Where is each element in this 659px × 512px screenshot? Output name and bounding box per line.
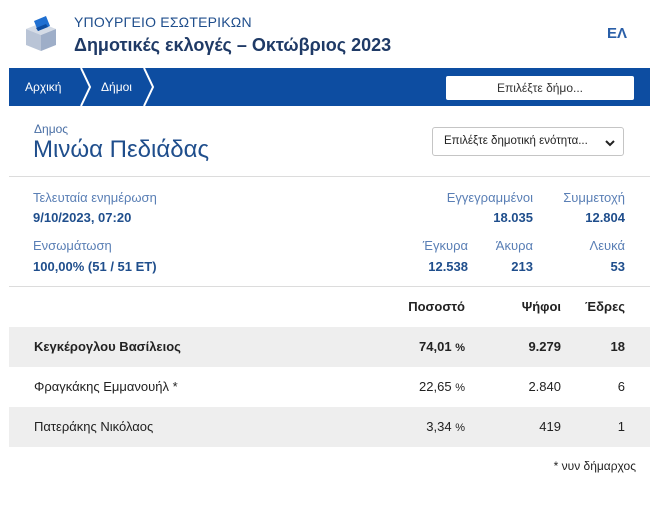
candidate-percent: 22,65 %: [419, 379, 465, 394]
candidate-seats: 6: [617, 379, 625, 394]
valid-label: Έγκυρα: [422, 238, 468, 253]
municipal-unit-select[interactable]: Επιλέξτε δημοτική ενότητα...: [432, 127, 624, 156]
turnout-value: 12.804: [585, 210, 625, 225]
election-title: Δημοτικές εκλογές – Οκτώβριος 2023: [74, 35, 392, 55]
blank-label: Λευκά: [589, 238, 625, 253]
municipal-unit-select-value: Επιλέξτε δημοτική ενότητα...: [444, 135, 588, 147]
municipality-label: Δημος: [34, 122, 69, 136]
breadcrumb-home[interactable]: Αρχική: [25, 80, 62, 94]
candidate-votes: 9.279: [528, 339, 561, 354]
candidate-name: Φραγκάκης Εμμανουήλ *: [34, 379, 178, 394]
last-update-value: 9/10/2023, 07:20: [33, 210, 132, 225]
candidate-votes: 2.840: [528, 379, 561, 394]
breadcrumb-municipalities[interactable]: Δήμοι: [101, 80, 132, 94]
candidate-percent: 74,01 %: [419, 339, 465, 354]
column-header-votes: Ψήφοι: [521, 299, 561, 314]
ministry-name: ΥΠΟΥΡΓΕΙΟ ΕΣΩΤΕΡΙΚΩΝ: [74, 14, 252, 30]
site-header: ΥΠΟΥΡΓΕΙΟ ΕΣΩΤΕΡΙΚΩΝ Δημοτικές εκλογές –…: [0, 0, 659, 68]
last-update-label: Τελευταία ενημέρωση: [33, 190, 157, 205]
incumbent-footnote: * νυν δήμαρχος: [553, 459, 636, 473]
divider: [9, 176, 650, 177]
table-row: Κεγκέρογλου Βασίλειος 74,01 % 9.279 18: [9, 327, 650, 367]
municipality-name: Μινώα Πεδιάδας: [33, 136, 210, 163]
column-header-seats: Έδρες: [585, 299, 625, 314]
integration-value: 100,00% (51 / 51 ΕΤ): [33, 259, 157, 274]
registered-value: 18.035: [493, 210, 533, 225]
candidate-percent: 3,34 %: [426, 419, 465, 434]
ballot-box-icon[interactable]: [22, 15, 60, 53]
chevron-right-icon: [143, 68, 155, 106]
candidate-seats: 18: [610, 339, 625, 354]
candidate-name: Κεγκέρογλου Βασίλειος: [34, 339, 181, 354]
table-row: Πατεράκης Νικόλαος 3,34 % 419 1: [9, 407, 650, 447]
candidate-name: Πατεράκης Νικόλαος: [34, 419, 154, 434]
chevron-right-icon: [80, 68, 92, 106]
invalid-value: 213: [511, 259, 533, 274]
registered-label: Εγγεγραμμένοι: [446, 190, 533, 205]
invalid-label: Άκυρα: [495, 238, 533, 253]
blank-value: 53: [610, 259, 625, 274]
turnout-label: Συμμετοχή: [563, 190, 625, 205]
divider: [9, 286, 650, 287]
candidate-votes: 419: [539, 419, 561, 434]
candidate-seats: 1: [617, 419, 625, 434]
breadcrumb: Αρχική Δήμοι Επιλέξτε δήμο...: [9, 68, 650, 106]
chevron-down-icon: [605, 140, 615, 147]
valid-value: 12.538: [428, 259, 468, 274]
column-header-percent: Ποσοστό: [408, 299, 465, 314]
select-municipality-button[interactable]: Επιλέξτε δήμο...: [446, 76, 634, 100]
language-switch[interactable]: ΕΛ: [606, 25, 627, 42]
table-row: Φραγκάκης Εμμανουήλ * 22,65 % 2.840 6: [9, 367, 650, 407]
integration-label: Ενσωμάτωση: [33, 238, 112, 253]
